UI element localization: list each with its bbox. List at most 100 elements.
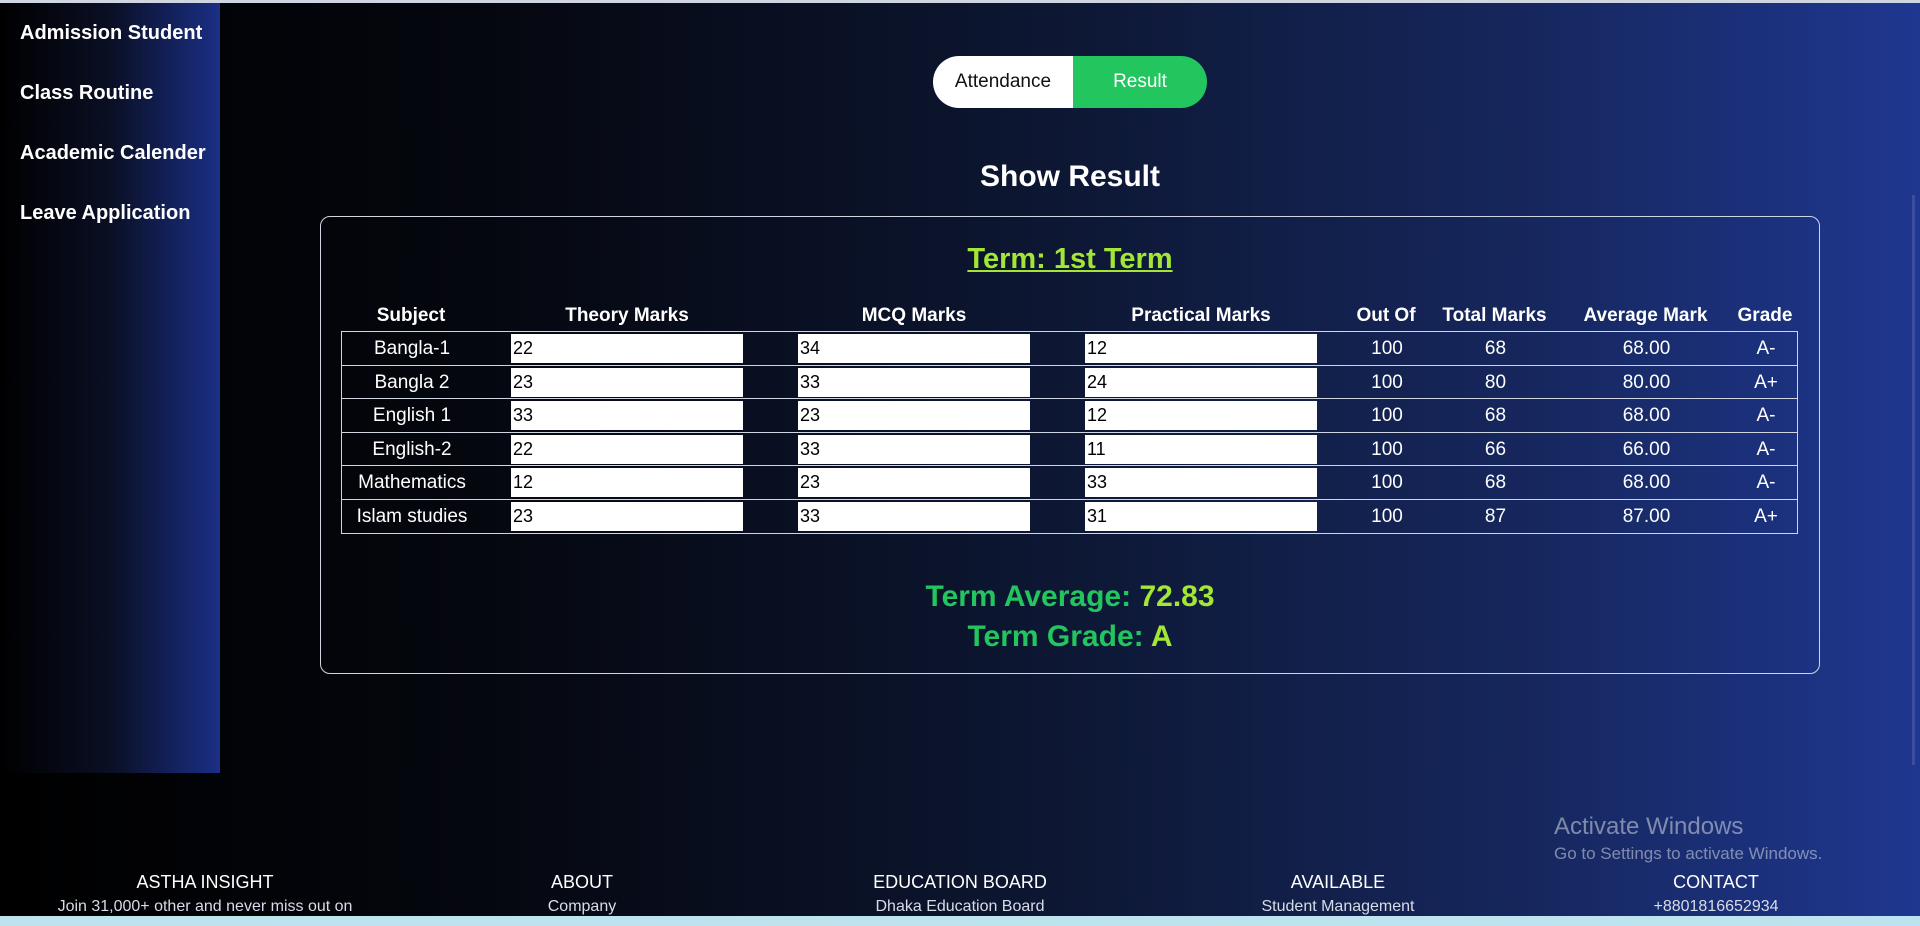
column-header-out-of: Out Of — [1356, 305, 1416, 326]
footer-heading: CONTACT — [1673, 872, 1759, 892]
result-tab[interactable]: Result — [1073, 56, 1207, 108]
total-marks-cell: 80 — [1484, 371, 1507, 393]
footer-column-available: AVAILABLE Student Management — [1218, 868, 1458, 918]
footer-link-student-management[interactable]: Student Management — [1261, 898, 1415, 915]
term-average-label: Term Average: — [925, 580, 1132, 613]
column-header-theory-marks: Theory Marks — [565, 305, 689, 326]
average-mark-cell: 68.00 — [1622, 405, 1671, 426]
total-marks-cell: 68 — [1484, 338, 1507, 359]
out-of-cell: 100 — [1371, 472, 1403, 493]
mcq-marks-input[interactable]: 33 — [798, 367, 1030, 397]
footer-heading: AVAILABLE — [1290, 872, 1386, 892]
footer-link-company[interactable]: Company — [547, 898, 617, 915]
practical-marks-input[interactable]: 24 — [1085, 367, 1317, 397]
out-of-cell: 100 — [1371, 438, 1403, 460]
total-marks-cell: 87 — [1484, 505, 1507, 527]
average-mark-cell: 80.00 — [1622, 371, 1671, 393]
grade-cell: A- — [1756, 338, 1776, 359]
footer-column-contact: CONTACT +8801816652934 — [1596, 868, 1836, 918]
total-marks-cell: 66 — [1484, 438, 1507, 460]
term-grade: Term Grade: A — [321, 620, 1819, 654]
subject-cell: Bangla-1 — [373, 338, 451, 359]
sidebar-item-leave-application[interactable]: Leave Application — [20, 202, 191, 224]
sidebar: Admission Student Class Routine Academic… — [0, 3, 220, 773]
result-table: Bangla-1 22 34 12 100 68 68.00 A- Bangla… — [341, 331, 1798, 534]
footer-link-dhaka-education-board[interactable]: Dhaka Education Board — [875, 898, 1045, 915]
out-of-cell: 100 — [1371, 505, 1403, 527]
theory-marks-input[interactable]: 22 — [511, 434, 743, 464]
table-row: Bangla 2 23 33 24 100 80 80.00 A+ — [342, 366, 1797, 399]
column-header-practical-marks: Practical Marks — [1131, 305, 1271, 326]
practical-marks-input[interactable]: 12 — [1085, 401, 1317, 430]
attendance-tab[interactable]: Attendance — [933, 56, 1073, 108]
footer-column-about: ABOUT Company — [482, 868, 682, 918]
average-mark-cell: 68.00 — [1622, 472, 1671, 493]
out-of-cell: 100 — [1371, 338, 1403, 359]
term-title: Term: 1st Term — [967, 243, 1173, 275]
table-row: Islam studies 23 33 31 100 87 87.00 A+ — [342, 500, 1797, 534]
subject-cell: Islam studies — [356, 505, 468, 527]
total-marks-cell: 68 — [1484, 405, 1507, 426]
footer-phone[interactable]: +8801816652934 — [1653, 898, 1779, 915]
practical-marks-input[interactable]: 11 — [1085, 434, 1317, 464]
mcq-marks-input[interactable]: 34 — [798, 334, 1030, 363]
subject-cell: Bangla 2 — [374, 371, 450, 393]
grade-cell: A- — [1756, 405, 1776, 426]
sidebar-item-class-routine[interactable]: Class Routine — [20, 82, 154, 104]
theory-marks-input[interactable]: 23 — [511, 501, 743, 531]
term-average-value: 72.83 — [1139, 580, 1215, 613]
average-mark-cell: 66.00 — [1622, 438, 1671, 460]
theory-marks-input[interactable]: 12 — [511, 468, 743, 497]
grade-cell: A- — [1756, 472, 1776, 493]
term-grade-label: Term Grade: — [967, 620, 1144, 653]
top-border — [0, 0, 1920, 3]
table-row: Bangla-1 22 34 12 100 68 68.00 A- — [342, 332, 1797, 366]
footer-text: Join 31,000+ other and never miss out on — [57, 898, 353, 915]
column-header-grade: Grade — [1737, 305, 1793, 326]
mcq-marks-input[interactable]: 33 — [798, 501, 1030, 531]
out-of-cell: 100 — [1371, 405, 1403, 426]
term-grade-value: A — [1150, 620, 1173, 653]
theory-marks-input[interactable]: 33 — [511, 401, 743, 430]
grade-cell: A+ — [1754, 371, 1778, 393]
subject-cell: Mathematics — [358, 472, 466, 493]
grade-cell: A- — [1756, 438, 1776, 460]
practical-marks-input[interactable]: 31 — [1085, 501, 1317, 531]
practical-marks-input[interactable]: 12 — [1085, 334, 1317, 363]
sidebar-item-academic-calender[interactable]: Academic Calender — [20, 142, 206, 164]
watermark-title: Activate Windows — [1554, 813, 1744, 840]
footer-column-astha-insight: ASTHA INSIGHT Join 31,000+ other and nev… — [20, 868, 390, 918]
out-of-cell: 100 — [1371, 371, 1403, 393]
mcq-marks-input[interactable]: 33 — [798, 434, 1030, 464]
column-header-average-mark: Average Mark — [1583, 305, 1708, 326]
mcq-marks-input[interactable]: 23 — [798, 401, 1030, 430]
page-title: Show Result — [979, 160, 1160, 193]
windows-activation-watermark: Activate Windows Go to Settings to activ… — [1554, 812, 1822, 866]
column-header-mcq-marks: MCQ Marks — [861, 305, 967, 326]
watermark-subtitle: Go to Settings to activate Windows. — [1554, 844, 1823, 863]
subject-cell: English 1 — [372, 405, 452, 426]
footer-column-education-board: EDUCATION BOARD Dhaka Education Board — [840, 868, 1080, 918]
table-row: English 1 33 23 12 100 68 68.00 A- — [342, 399, 1797, 433]
footer: ASTHA INSIGHT Join 31,000+ other and nev… — [0, 773, 1920, 926]
result-card: Term: 1st Term Subject Theory Marks MCQ … — [320, 216, 1820, 674]
grade-cell: A+ — [1754, 505, 1778, 527]
page-scrollbar[interactable] — [1912, 195, 1915, 765]
average-mark-cell: 87.00 — [1622, 505, 1671, 527]
footer-heading: ASTHA INSIGHT — [136, 872, 274, 892]
bottom-bar — [0, 916, 1920, 926]
footer-heading: EDUCATION BOARD — [873, 872, 1047, 892]
practical-marks-input[interactable]: 33 — [1085, 468, 1317, 497]
column-header-total-marks: Total Marks — [1442, 305, 1547, 326]
sidebar-item-admission-student[interactable]: Admission Student — [20, 22, 203, 44]
mcq-marks-input[interactable]: 23 — [798, 468, 1030, 497]
column-header-subject: Subject — [376, 305, 446, 326]
total-marks-cell: 68 — [1484, 472, 1507, 493]
theory-marks-input[interactable]: 22 — [511, 334, 743, 363]
theory-marks-input[interactable]: 23 — [511, 367, 743, 397]
table-row: English-2 22 33 11 100 66 66.00 A- — [342, 433, 1797, 466]
footer-heading: ABOUT — [550, 872, 613, 892]
view-toggle: Attendance Result — [933, 56, 1207, 108]
main-content: Attendance Result Show Result Term: 1st … — [220, 3, 1920, 773]
